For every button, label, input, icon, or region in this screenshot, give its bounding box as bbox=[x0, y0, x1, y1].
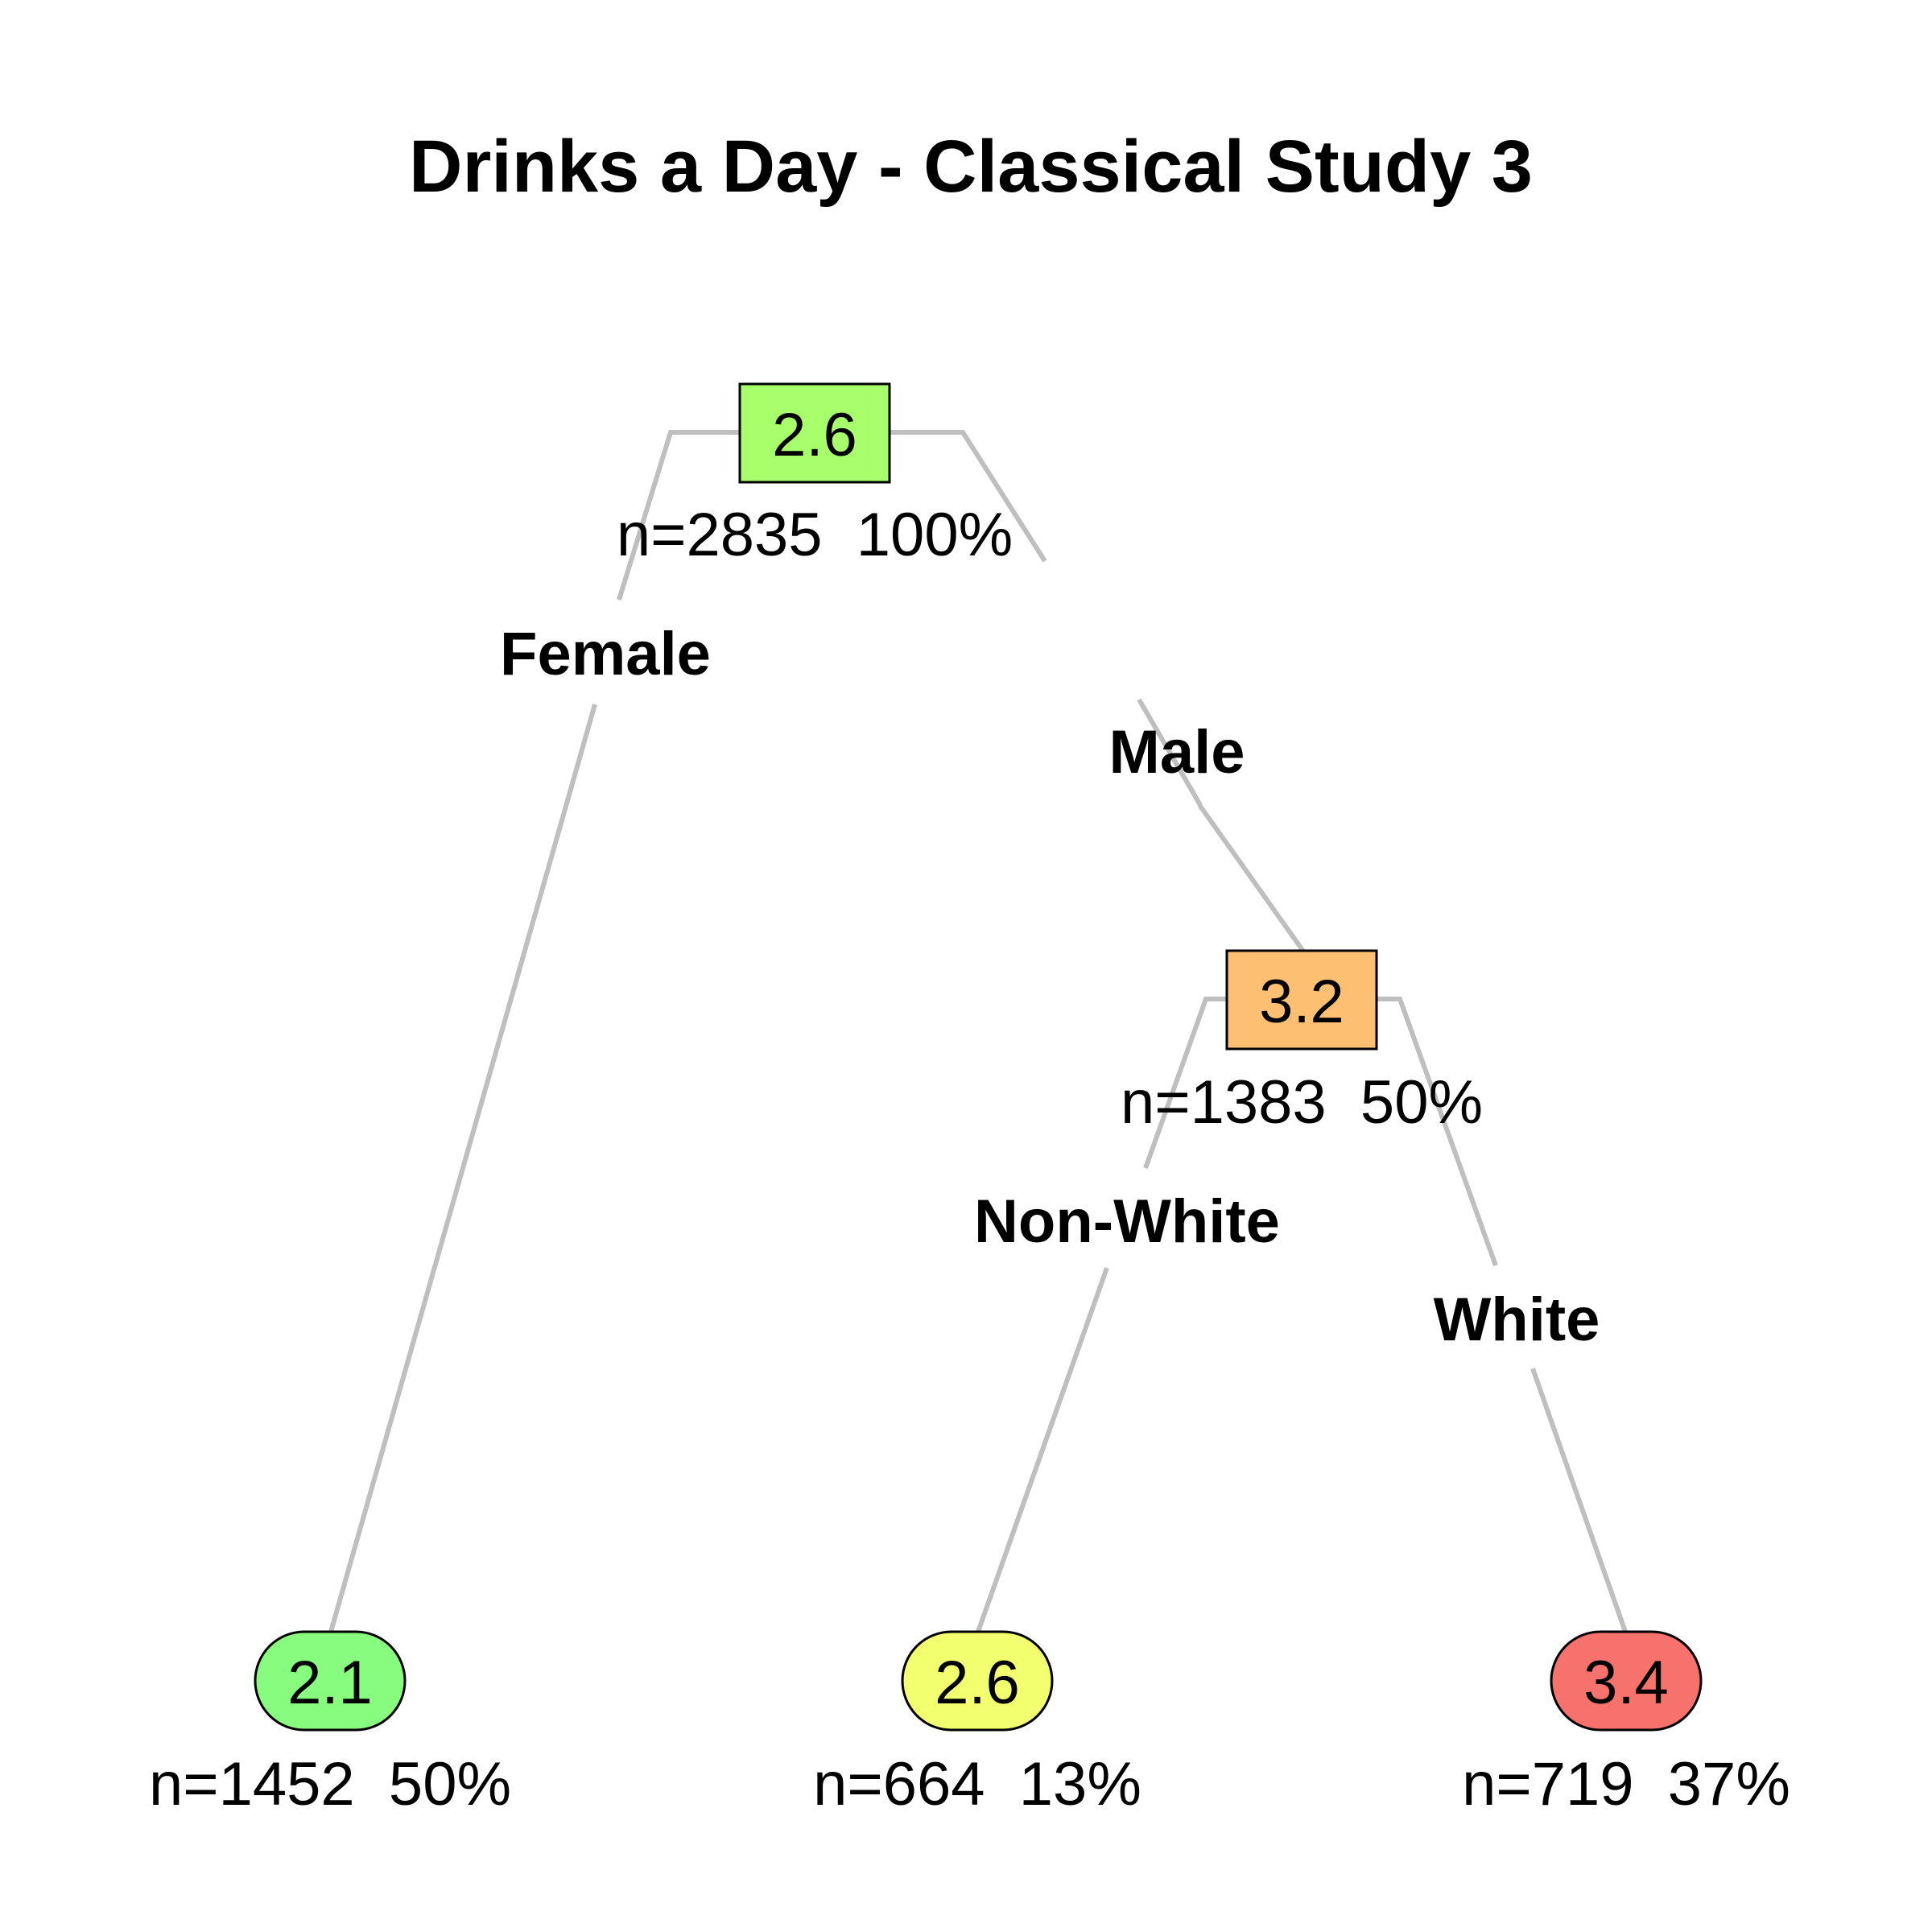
node-root-info: n=2835 100% bbox=[617, 501, 1013, 569]
leaf-nonwhite-shape bbox=[901, 1630, 1054, 1732]
leaf-white: 3.4 n=719 37% bbox=[1462, 1630, 1790, 1818]
edge-label-white: White bbox=[1434, 1286, 1600, 1354]
edge-male-white bbox=[1375, 997, 1628, 1633]
leaf-white-value: 3.4 bbox=[1583, 1649, 1669, 1717]
chart-title: Drinks a Day - Classical Study 3 bbox=[409, 126, 1533, 208]
edge-label-male: Male bbox=[1109, 718, 1245, 786]
leaf-female: 2.1 n=1452 50% bbox=[149, 1630, 511, 1818]
leaf-nonwhite-value: 2.6 bbox=[935, 1649, 1020, 1717]
edge-root-female bbox=[328, 430, 744, 1633]
leaf-female-value: 2.1 bbox=[287, 1649, 373, 1717]
leaf-white-info: n=719 37% bbox=[1462, 1750, 1790, 1818]
node-root: 2.6 n=2835 100% bbox=[617, 382, 1013, 569]
node-root-value: 2.6 bbox=[772, 401, 857, 469]
leaf-white-shape bbox=[1550, 1630, 1703, 1732]
node-male: 3.2 n=1383 50% bbox=[1121, 949, 1483, 1137]
node-male-box bbox=[1225, 949, 1378, 1051]
node-male-value: 3.2 bbox=[1259, 968, 1344, 1036]
tree-edges bbox=[328, 430, 1628, 1633]
edge-male-nonwhite bbox=[976, 997, 1228, 1633]
leaf-nonwhite: 2.6 n=664 13% bbox=[813, 1630, 1141, 1818]
leaf-female-info: n=1452 50% bbox=[149, 1750, 511, 1818]
edge-root-male bbox=[889, 430, 1307, 954]
node-root-box bbox=[738, 382, 891, 484]
edge-label-female: Female bbox=[500, 620, 711, 688]
edge-label-nonwhite: Non-White bbox=[974, 1187, 1280, 1256]
node-male-info: n=1383 50% bbox=[1121, 1068, 1483, 1137]
leaf-female-shape bbox=[254, 1630, 407, 1732]
leaf-nonwhite-info: n=664 13% bbox=[813, 1750, 1141, 1818]
